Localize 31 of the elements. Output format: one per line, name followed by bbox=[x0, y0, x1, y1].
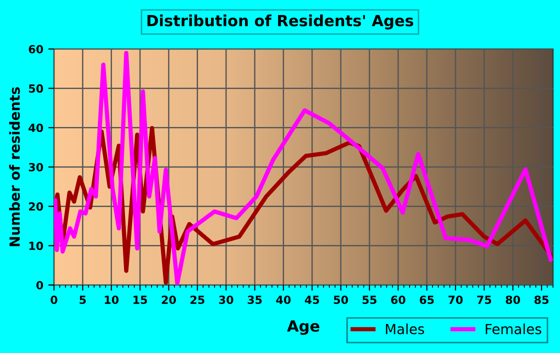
line-series bbox=[54, 50, 553, 285]
x-tick-label: 15 bbox=[134, 296, 147, 304]
y-tick-label: 0 bbox=[36, 280, 44, 290]
legend-label: Females bbox=[486, 324, 542, 334]
y-tick-label: 60 bbox=[28, 44, 44, 54]
x-tick-label: 80 bbox=[506, 296, 520, 304]
y-tick-label: 30 bbox=[28, 162, 44, 172]
y-tick-label: 20 bbox=[29, 202, 44, 211]
x-tick-label: 65 bbox=[420, 296, 434, 304]
y-tick-label: 10 bbox=[29, 242, 44, 250]
x-tick-label: 25 bbox=[190, 296, 204, 304]
x-tick-label: 30 bbox=[219, 296, 234, 304]
x-tick-label: 5 bbox=[80, 296, 86, 304]
x-tick-label: 40 bbox=[276, 296, 291, 304]
x-tick-label: 85 bbox=[534, 296, 548, 304]
x-tick-label: 35 bbox=[248, 296, 262, 304]
y-axis-title: Number of residents bbox=[9, 87, 20, 246]
x-tick-label: 20 bbox=[162, 296, 176, 304]
y-tick-label: 40 bbox=[28, 124, 44, 132]
legend-label: Males bbox=[386, 324, 424, 334]
chart-title: Distribution of Residents' Ages bbox=[147, 14, 414, 30]
x-tick-label: 75 bbox=[477, 296, 492, 304]
x-tick-label: 70 bbox=[448, 296, 463, 304]
x-axis-title: Age bbox=[287, 320, 320, 335]
x-tick-label: 0 bbox=[50, 296, 58, 304]
x-tick-label: 60 bbox=[391, 296, 406, 304]
x-tick-label: 50 bbox=[334, 296, 348, 304]
y-tick-label: 50 bbox=[28, 84, 44, 93]
x-tick-label: 55 bbox=[362, 296, 376, 304]
x-tick-label: 45 bbox=[304, 296, 320, 304]
x-tick-label: 10 bbox=[104, 296, 119, 304]
